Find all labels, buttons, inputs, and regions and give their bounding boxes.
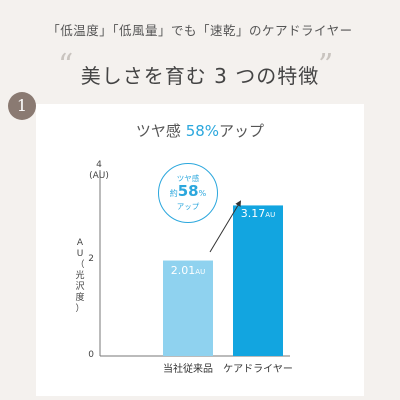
feature-number-badge: 1 [8,92,36,120]
y-axis-unit-label: 4 (AU) [86,160,112,182]
bar-value-label-care-dryer: 3.17AU [240,207,276,220]
bar-conventional [163,260,213,356]
chart-title: ツヤ感 58%アップ [36,120,364,141]
increase-arrow [209,200,242,253]
subtitle: 「低温度」「低風量」でも「速乾」のケアドライヤー [47,23,353,38]
y-tick-0: 0 [88,350,94,360]
y-unit-top: (AU) [89,171,109,181]
increase-callout-bubble: ツヤ感 約58% アップ [158,163,218,223]
chart-title-percent: 58% [185,122,220,140]
close-quote-mark: ” [318,48,334,83]
bar-value-label-conventional: 2.01AU [170,264,206,277]
chart-title-prefix: ツヤ感 [135,122,186,140]
y-axis-title: A U （光沢度） [75,238,85,314]
callout-line1: ツヤ感 [176,174,200,183]
y-tick-2: 2 [88,254,94,264]
page-headline: 美しさを育む 3 つの特徴 [80,64,320,88]
callout-value: 約58% [169,182,207,200]
callout-line3: アップ [176,202,200,211]
chart-title-suffix: アップ [219,122,265,140]
y-tick-top: 4 [96,160,102,170]
x-category-conventional: 当社従来品 [163,364,213,375]
open-quote-mark: “ [58,48,74,83]
bar-care-dryer [233,205,283,356]
x-category-care-dryer: ケアドライヤー [223,364,293,375]
